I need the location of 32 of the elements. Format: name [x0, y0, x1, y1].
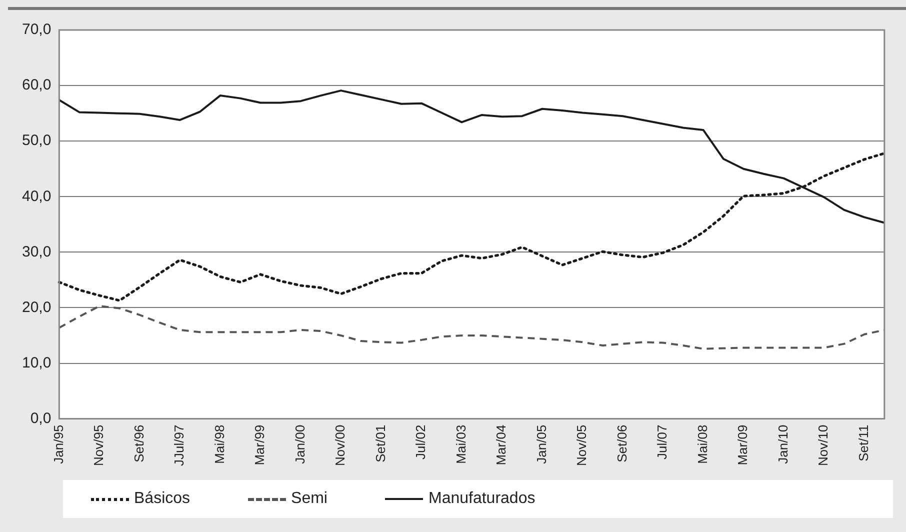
- x-tick-label: Jan/10: [775, 424, 790, 464]
- x-tick-label: Jul/02: [413, 424, 428, 460]
- x-tick-label: Set/96: [131, 424, 146, 462]
- x-tick-label: Nov/10: [816, 424, 831, 466]
- x-tick-label: Mai/03: [453, 424, 468, 464]
- x-tick-label: Set/06: [614, 424, 630, 462]
- x-tick-label: Jul/07: [654, 424, 670, 460]
- x-tick-label: Mai/98: [212, 424, 227, 464]
- legend-label: Básicos: [134, 490, 190, 508]
- x-tick-label: Set/01: [372, 424, 388, 462]
- y-tick-label: 10,0: [22, 354, 52, 372]
- x-tick-label: Set/11: [856, 424, 871, 462]
- y-tick-label: 30,0: [22, 243, 52, 260]
- y-tick-label: 50,0: [22, 132, 52, 150]
- y-tick-label: 40,0: [22, 188, 52, 205]
- y-tick-label: 0,0: [30, 410, 52, 427]
- legend-label: Manufaturados: [428, 490, 536, 508]
- x-tick-label: Nov/05: [574, 424, 590, 466]
- y-tick-label: 70,0: [22, 21, 52, 38]
- x-tick-label: Jan/00: [292, 424, 308, 464]
- x-tick-label: Jan/95: [50, 424, 66, 464]
- x-tick-label: Nov/95: [91, 424, 106, 466]
- x-tick-label: Mai/08: [694, 424, 710, 464]
- y-tick-label: 60,0: [22, 76, 52, 94]
- x-tick-label: Mar/04: [494, 424, 509, 466]
- y-tick-label: 20,0: [22, 298, 52, 316]
- x-tick-label: Nov/00: [332, 424, 348, 466]
- legend-label: Semi: [291, 490, 328, 508]
- x-tick-label: Jan/05: [534, 424, 549, 464]
- x-tick-label: Mar/99: [252, 424, 268, 466]
- x-tick-label: Mar/09: [735, 424, 750, 466]
- x-tick-label: JJul/97: [172, 424, 187, 466]
